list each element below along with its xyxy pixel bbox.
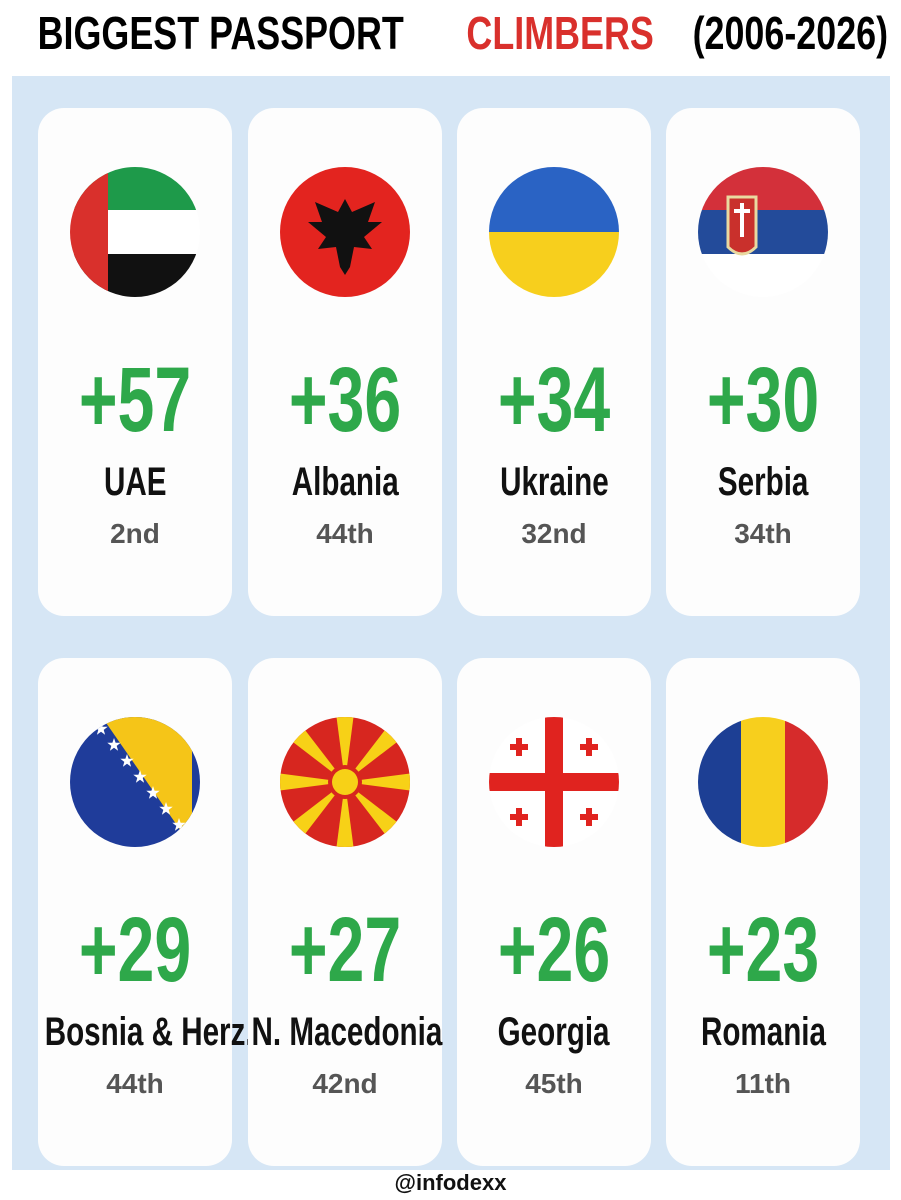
country-card: +23 Romania 11th <box>666 658 860 1166</box>
current-rank-row: 32nd <box>427 518 681 550</box>
current-rank: 11th <box>734 1068 792 1099</box>
rank-change-row: +23 <box>636 898 890 1003</box>
country-name-row: N. Macedonia <box>218 1010 472 1055</box>
country-name-row: UAE <box>8 460 262 505</box>
current-rank: 2nd <box>110 518 160 549</box>
rank-change: +36 <box>288 349 402 451</box>
country-name-row: Serbia <box>636 460 890 505</box>
country-card: +57 UAE 2nd <box>38 108 232 616</box>
country-name-row: Albania <box>218 460 472 505</box>
rank-change-row: +30 <box>636 348 890 453</box>
rank-change-row: +34 <box>427 348 681 453</box>
rank-change: +30 <box>706 349 820 451</box>
title-highlight: CLIMBERS <box>466 7 655 59</box>
current-rank-row: 11th <box>636 1068 890 1100</box>
rank-change: +29 <box>78 899 192 1001</box>
flag <box>280 717 410 847</box>
title-part: (2006-2026) <box>692 7 889 59</box>
country-name: Serbia <box>717 460 809 504</box>
country-name-row: Bosnia & Herz. <box>8 1010 262 1055</box>
country-name: N. Macedonia <box>251 1010 443 1054</box>
country-name: UAE <box>103 460 167 504</box>
rank-change-row: +26 <box>427 898 681 1003</box>
country-card: +29 Bosnia & Herz. 44th <box>38 658 254 1166</box>
current-rank-row: 2nd <box>8 518 262 550</box>
rank-change-row: +57 <box>8 348 262 453</box>
rank-change-row: +29 <box>8 898 262 1003</box>
country-card: +30 Serbia 34th <box>666 108 860 616</box>
country-name: Ukraine <box>499 460 609 504</box>
rank-change-row: +36 <box>218 348 472 453</box>
country-card: +36 Albania 44th <box>248 108 442 616</box>
flag <box>280 167 410 297</box>
country-card: +26 Georgia 45th <box>457 658 651 1166</box>
current-rank: 45th <box>525 1068 583 1099</box>
flag <box>70 717 200 847</box>
current-rank-row: 45th <box>427 1068 681 1100</box>
current-rank: 42nd <box>312 1068 378 1099</box>
current-rank-row: 42nd <box>218 1068 472 1100</box>
rank-change: +27 <box>288 899 402 1001</box>
current-rank: 44th <box>106 1068 164 1099</box>
current-rank: 44th <box>316 518 374 549</box>
flag <box>489 717 619 847</box>
title-part: BIGGEST PASSPORT <box>37 7 404 59</box>
rank-change: +26 <box>497 899 611 1001</box>
flag <box>489 167 619 297</box>
country-name-row: Georgia <box>427 1010 681 1055</box>
country-name: Albania <box>291 460 399 504</box>
current-rank-row: 34th <box>636 518 890 550</box>
footer-handle: @infodexx <box>394 1170 507 1195</box>
rank-change: +57 <box>78 349 192 451</box>
current-rank: 34th <box>734 518 792 549</box>
current-rank-row: 44th <box>8 1068 262 1100</box>
title: BIGGEST PASSPORT CLIMBERS (2006-2026) <box>0 6 901 60</box>
rank-change-row: +27 <box>218 898 472 1003</box>
country-name: Bosnia & Herz. <box>44 1010 254 1054</box>
rank-change: +34 <box>497 349 611 451</box>
country-name-row: Ukraine <box>427 460 681 505</box>
rank-change: +23 <box>706 899 820 1001</box>
current-rank: 32nd <box>521 518 587 549</box>
flag <box>698 167 828 297</box>
country-name-row: Romania <box>636 1010 890 1055</box>
country-name: Romania <box>700 1010 826 1054</box>
flag <box>70 167 200 297</box>
current-rank-row: 44th <box>218 518 472 550</box>
flag <box>698 717 828 847</box>
country-card: +34 Ukraine 32nd <box>457 108 651 616</box>
country-name: Georgia <box>498 1010 610 1054</box>
country-card: +27 N. Macedonia 42nd <box>248 658 442 1166</box>
